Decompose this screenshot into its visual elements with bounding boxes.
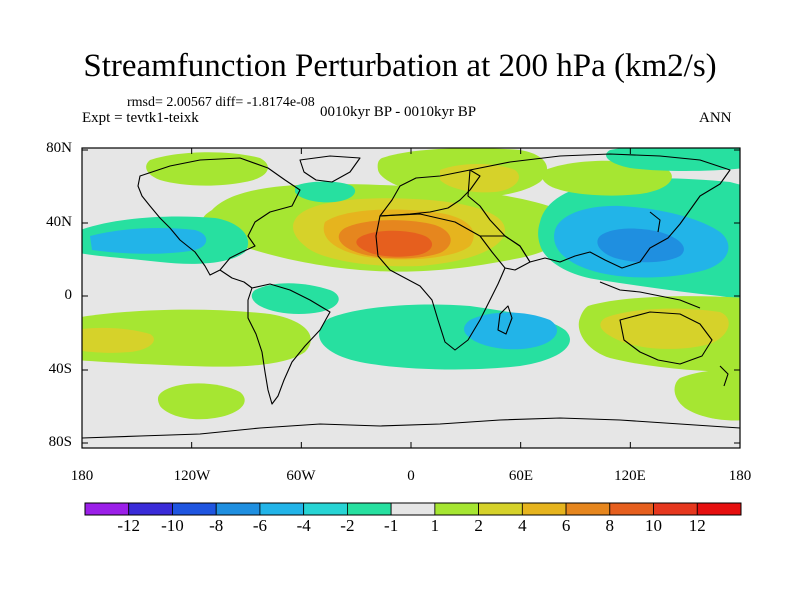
coastline-africa	[375, 213, 506, 351]
contour-negative-n-pacific	[606, 148, 740, 171]
coastline-indonesia	[599, 281, 701, 309]
lat-label-80s: 80S	[48, 434, 72, 450]
colorbar-swatch	[565, 502, 611, 516]
colorbar-swatch	[478, 502, 523, 516]
lon-label-180e: 180	[728, 468, 752, 484]
lat-label-40n: 40N	[46, 214, 72, 230]
contour-positive-n-atlantic-5	[356, 230, 433, 257]
colorbar-swatches	[84, 502, 742, 516]
contour-negative-east-pacific-2	[90, 228, 207, 254]
colorbar-frame	[84, 502, 742, 516]
colorbar-label: -6	[252, 516, 267, 535]
contour-positive-s-pacific-2	[82, 327, 154, 353]
coastline-north-america	[137, 157, 301, 276]
coastline-south-america	[247, 283, 331, 405]
coastline-madagascar	[497, 305, 513, 335]
period-label: 0010kyr BP - 0010kyr BP	[320, 104, 477, 120]
colorbar-swatch	[128, 502, 173, 516]
colorbar-label: -4	[296, 516, 311, 535]
coastline-central-america	[219, 269, 253, 289]
experiment-label: Expt = tevtk1-teixk	[82, 110, 199, 126]
coastlines	[82, 153, 740, 439]
contour-negative-s-indian	[464, 312, 558, 350]
colorbar-label: 12	[688, 516, 706, 535]
contour-negative-asia-3	[597, 228, 684, 263]
colorbar-swatch	[521, 502, 567, 516]
colorbar-swatch	[696, 502, 742, 516]
lat-label-40s: 40S	[48, 361, 72, 377]
colorbar-swatch	[259, 502, 305, 516]
contour-positive-europe-2	[440, 164, 519, 193]
colorbar-label: 10	[645, 516, 663, 535]
lon-label-60w: 60W	[286, 468, 316, 484]
lon-label-120w: 120W	[173, 468, 211, 484]
coastline-antarctica	[82, 417, 740, 439]
coastline-new-zealand	[719, 365, 729, 387]
coastline-australia	[619, 311, 713, 365]
colorbar-label: -8	[209, 516, 224, 535]
stats-text: rmsd= 2.00567 diff= -1.8174e-08	[127, 95, 315, 110]
colorbar-swatch	[653, 502, 698, 516]
colorbar-swatch	[390, 502, 436, 516]
colorbar-swatch	[172, 502, 217, 516]
map-panel	[81, 147, 741, 449]
map-ticks	[81, 148, 741, 448]
colorbar-swatch	[215, 502, 261, 516]
contour-positive-n-america	[146, 152, 268, 186]
lon-label-60e: 60E	[508, 468, 534, 484]
lat-label-80n: 80N	[46, 140, 72, 156]
contour-negative-atlantic-tropic	[251, 283, 339, 314]
contour-positive-s-pacific-high	[157, 383, 245, 420]
lon-label-120e: 120E	[614, 468, 646, 484]
season-label: ANN	[699, 110, 732, 126]
colorbar-label: 6	[561, 516, 571, 535]
colorbar-label: 8	[605, 516, 615, 535]
colorbar-label: -2	[340, 516, 355, 535]
coastline-greenland	[299, 155, 361, 183]
contour-positive-se-pacific	[674, 369, 740, 421]
colorbar-swatch	[346, 502, 392, 516]
plot-title: Streamfunction Perturbation at 200 hPa (…	[83, 48, 717, 84]
colorbar-label: -10	[161, 516, 184, 535]
colorbar-swatch	[609, 502, 654, 516]
coastline-europe	[379, 169, 481, 217]
lon-label-180w: 180	[70, 468, 94, 484]
colorbar-label: 1	[430, 516, 440, 535]
colorbar-swatch	[303, 502, 348, 516]
lon-label-0: 0	[407, 468, 415, 484]
lat-label-0: 0	[64, 287, 73, 303]
colorbar-swatch	[84, 502, 130, 516]
coastline-japan	[649, 211, 661, 233]
colorbar-label: 4	[518, 516, 527, 535]
contour-positive-s-pacific	[82, 309, 311, 367]
colorbar	[84, 502, 742, 516]
colorbar-label: -12	[117, 516, 141, 535]
contour-negative-greenland	[295, 181, 356, 203]
contour-fields	[82, 148, 740, 421]
coastline-asia	[467, 153, 731, 269]
contour-positive-kamchatka	[541, 160, 672, 196]
colorbar-label: 2	[474, 516, 483, 535]
contour-positive-australia-2	[600, 308, 729, 349]
colorbar-label: -1	[384, 516, 399, 535]
colorbar-swatch	[434, 502, 480, 516]
